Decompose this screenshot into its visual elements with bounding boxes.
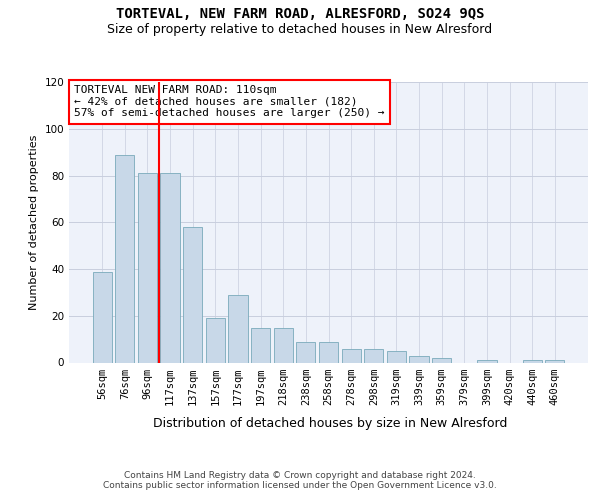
Bar bbox=[432, 358, 451, 362]
Bar bbox=[545, 360, 565, 362]
Text: Size of property relative to detached houses in New Alresford: Size of property relative to detached ho… bbox=[107, 22, 493, 36]
Text: Contains HM Land Registry data © Crown copyright and database right 2024.
Contai: Contains HM Land Registry data © Crown c… bbox=[103, 470, 497, 490]
Bar bbox=[138, 174, 157, 362]
Bar bbox=[274, 328, 293, 362]
Bar bbox=[364, 348, 383, 362]
Bar bbox=[387, 351, 406, 362]
Bar bbox=[296, 342, 316, 362]
Bar bbox=[523, 360, 542, 362]
Bar bbox=[477, 360, 497, 362]
Bar bbox=[206, 318, 225, 362]
Bar bbox=[183, 227, 202, 362]
Y-axis label: Number of detached properties: Number of detached properties bbox=[29, 135, 39, 310]
Text: TORTEVAL, NEW FARM ROAD, ALRESFORD, SO24 9QS: TORTEVAL, NEW FARM ROAD, ALRESFORD, SO24… bbox=[116, 8, 484, 22]
Bar bbox=[92, 272, 112, 362]
Text: TORTEVAL NEW FARM ROAD: 110sqm
← 42% of detached houses are smaller (182)
57% of: TORTEVAL NEW FARM ROAD: 110sqm ← 42% of … bbox=[74, 86, 385, 118]
Bar bbox=[409, 356, 428, 362]
Bar bbox=[115, 155, 134, 362]
Bar bbox=[319, 342, 338, 362]
Bar bbox=[341, 348, 361, 362]
Bar bbox=[251, 328, 270, 362]
Bar bbox=[160, 174, 180, 362]
Bar bbox=[229, 295, 248, 362]
Text: Distribution of detached houses by size in New Alresford: Distribution of detached houses by size … bbox=[153, 418, 507, 430]
